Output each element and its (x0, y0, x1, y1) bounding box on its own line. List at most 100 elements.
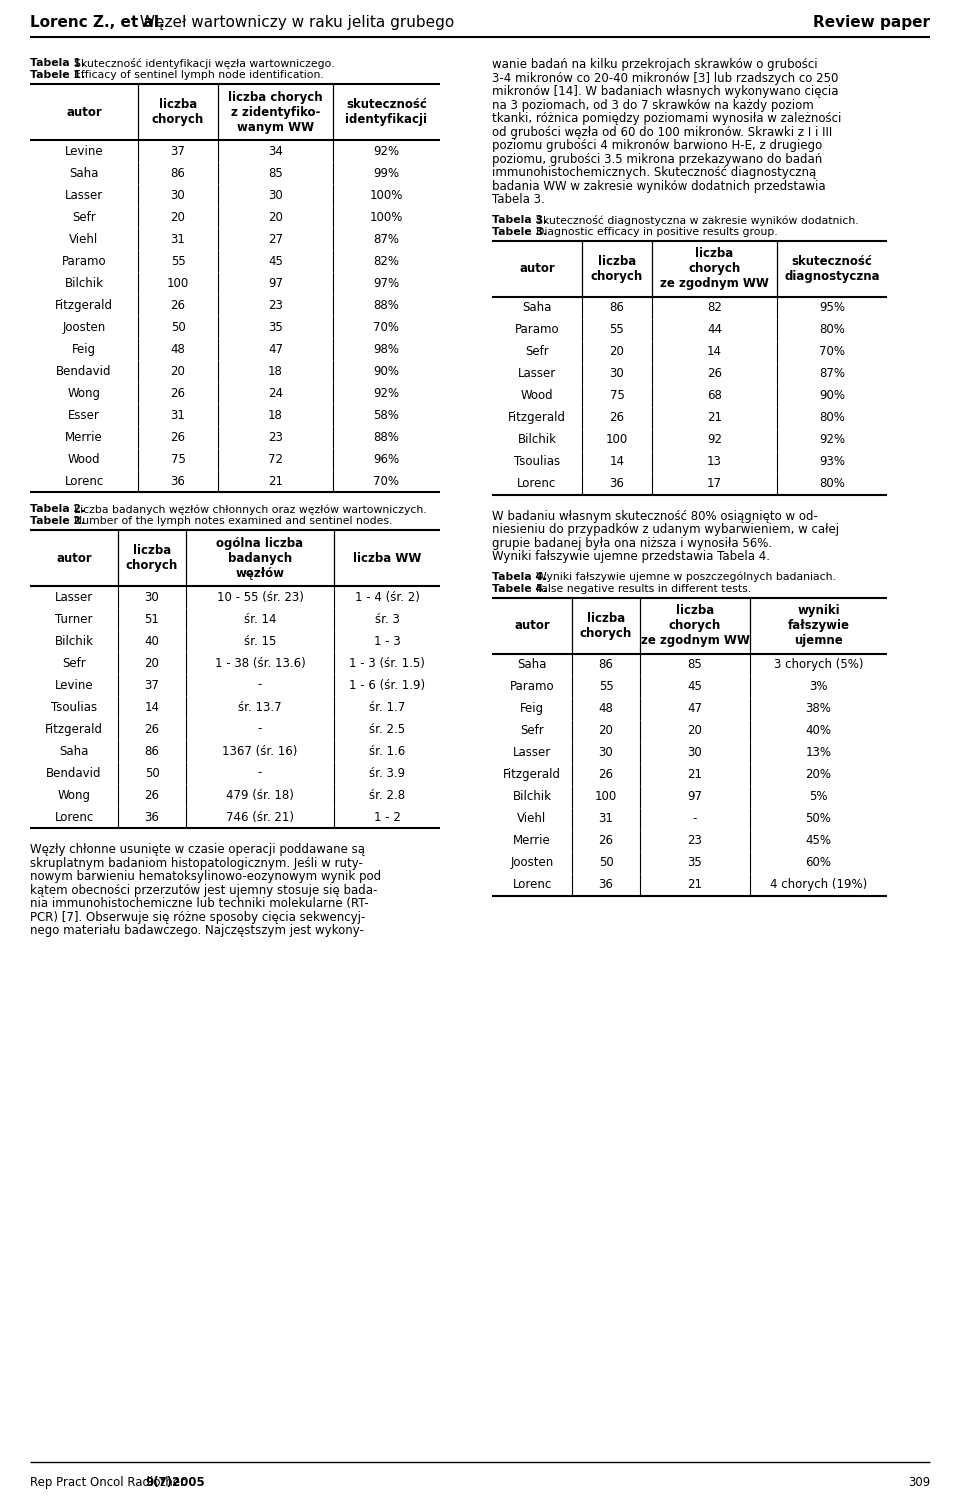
Text: Bendavid: Bendavid (57, 364, 111, 378)
Text: nowym barwieniu hematoksylinowo-eozynowym wynik pod: nowym barwieniu hematoksylinowo-eozynowy… (30, 869, 381, 883)
Text: 10 - 55 (śr. 23): 10 - 55 (śr. 23) (217, 591, 303, 604)
Text: Wong: Wong (67, 387, 101, 400)
Text: 26: 26 (707, 367, 722, 381)
Text: 309: 309 (908, 1477, 930, 1489)
Text: Viehl: Viehl (517, 812, 546, 824)
Text: 87%: 87% (373, 232, 399, 246)
Text: Feig: Feig (520, 702, 544, 715)
Text: Lasser: Lasser (55, 591, 93, 604)
Text: 20: 20 (599, 724, 613, 738)
Text: wyniki
fałszywie
ujemne: wyniki fałszywie ujemne (787, 604, 850, 648)
Text: -: - (693, 812, 697, 824)
Text: Viehl: Viehl (69, 232, 99, 246)
Text: 82%: 82% (373, 255, 399, 267)
Text: Skuteczność identyfikacji węzła wartowniczego.: Skuteczność identyfikacji węzła wartowni… (74, 58, 334, 69)
Text: 100%: 100% (370, 189, 403, 201)
Text: kątem obecności przerzutów jest ujemny stosuje się bada-: kątem obecności przerzutów jest ujemny s… (30, 883, 377, 896)
Text: liczba
chorych: liczba chorych (152, 97, 204, 126)
Text: 92%: 92% (819, 433, 845, 447)
Text: Wong: Wong (58, 788, 90, 802)
Text: 47: 47 (687, 702, 703, 715)
Text: Wyniki fałszywie ujemne przedstawia Tabela 4.: Wyniki fałszywie ujemne przedstawia Tabe… (492, 550, 770, 564)
Text: Efficacy of sentinel lymph node identification.: Efficacy of sentinel lymph node identifi… (74, 70, 324, 79)
Text: 88%: 88% (373, 298, 399, 312)
Text: 75: 75 (610, 390, 624, 402)
Text: Węzeł wartowniczy w raku jelita grubego: Węzeł wartowniczy w raku jelita grubego (135, 15, 454, 30)
Text: śr. 13.7: śr. 13.7 (238, 700, 282, 714)
Text: 95%: 95% (819, 301, 845, 313)
Text: Tabele 1.: Tabele 1. (30, 70, 85, 79)
Text: skuteczność
diagnostyczna: skuteczność diagnostyczna (784, 255, 879, 282)
Text: śr. 3: śr. 3 (374, 613, 399, 625)
Text: 1 - 38 (śr. 13.6): 1 - 38 (śr. 13.6) (215, 657, 305, 670)
Text: Tabele 3.: Tabele 3. (492, 226, 547, 237)
Text: wanie badań na kilku przekrojach skrawków o grubości: wanie badań na kilku przekrojach skrawkó… (492, 58, 818, 70)
Text: Lorenc Z., et al.: Lorenc Z., et al. (30, 15, 164, 30)
Text: 50%: 50% (805, 812, 831, 824)
Text: 26: 26 (171, 387, 185, 400)
Text: 30: 30 (145, 591, 159, 604)
Text: 30: 30 (599, 747, 613, 758)
Text: 55: 55 (610, 322, 624, 336)
Text: Diagnostic efficacy in positive results group.: Diagnostic efficacy in positive results … (536, 226, 778, 237)
Text: 97: 97 (268, 276, 283, 289)
Text: 1 - 3 (śr. 1.5): 1 - 3 (śr. 1.5) (349, 657, 425, 670)
Text: Esser: Esser (68, 409, 100, 421)
Text: liczba
chorych: liczba chorych (590, 255, 643, 282)
Text: 55: 55 (171, 255, 185, 267)
Text: mikronów [14]. W badaniach własnych wykonywano cięcia: mikronów [14]. W badaniach własnych wyko… (492, 85, 838, 97)
Text: 36: 36 (610, 477, 624, 490)
Text: od grubości węzła od 60 do 100 mikronów. Skrawki z I i III: od grubości węzła od 60 do 100 mikronów.… (492, 126, 832, 138)
Text: Fitzgerald: Fitzgerald (45, 723, 103, 736)
Text: śr. 2.8: śr. 2.8 (369, 788, 405, 802)
Text: 86: 86 (145, 745, 159, 757)
Text: 80%: 80% (819, 477, 845, 490)
Text: 60%: 60% (805, 856, 831, 869)
Text: 80%: 80% (819, 322, 845, 336)
Text: 90%: 90% (819, 390, 845, 402)
Text: 37: 37 (145, 679, 159, 691)
Text: Lorenc: Lorenc (517, 477, 557, 490)
Text: 88%: 88% (373, 430, 399, 444)
Text: Tabela 3.: Tabela 3. (492, 214, 547, 225)
Text: śr. 3.9: śr. 3.9 (369, 766, 405, 779)
Text: 1 - 3: 1 - 3 (373, 634, 400, 648)
Text: 50: 50 (145, 766, 159, 779)
Text: na 3 poziomach, od 3 do 7 skrawków na każdy poziom: na 3 poziomach, od 3 do 7 skrawków na ka… (492, 99, 814, 111)
Text: 21: 21 (687, 878, 703, 890)
Text: 20%: 20% (805, 767, 831, 781)
Text: 93%: 93% (819, 456, 845, 468)
Text: 13: 13 (708, 456, 722, 468)
Text: 70%: 70% (373, 321, 399, 333)
Text: nego materiału badawczego. Najczęstszym jest wykony-: nego materiału badawczego. Najczęstszym … (30, 923, 364, 937)
Text: ogólna liczba
badanych
węzłów: ogólna liczba badanych węzłów (216, 537, 303, 580)
Text: 3 chorych (5%): 3 chorych (5%) (774, 658, 863, 672)
Text: autor: autor (56, 552, 92, 565)
Text: 20: 20 (171, 364, 185, 378)
Text: Turner: Turner (56, 613, 93, 625)
Text: 26: 26 (171, 430, 185, 444)
Text: Lasser: Lasser (517, 367, 556, 381)
Text: 35: 35 (687, 856, 703, 869)
Text: 37: 37 (171, 144, 185, 157)
Text: śr. 1.6: śr. 1.6 (369, 745, 405, 757)
Text: 21: 21 (268, 475, 283, 487)
Text: Skuteczność diagnostyczna w zakresie wyników dodatnich.: Skuteczność diagnostyczna w zakresie wyn… (536, 214, 858, 225)
Text: 1367 (śr. 16): 1367 (śr. 16) (223, 745, 298, 757)
Text: 48: 48 (599, 702, 613, 715)
Text: Sefr: Sefr (520, 724, 544, 738)
Text: Paramo: Paramo (61, 255, 107, 267)
Text: 100: 100 (606, 433, 628, 447)
Text: False negative results in different tests.: False negative results in different test… (536, 583, 751, 594)
Text: 30: 30 (610, 367, 624, 381)
Text: Rep Pract Oncol Radiother: Rep Pract Oncol Radiother (30, 1477, 189, 1489)
Text: 99%: 99% (373, 166, 399, 180)
Text: 20: 20 (687, 724, 703, 738)
Text: Sefr: Sefr (525, 345, 549, 358)
Text: 70%: 70% (819, 345, 845, 358)
Text: 92%: 92% (373, 387, 399, 400)
Text: 3-4 mikronów co 20-40 mikronów [3] lub rzadszych co 250: 3-4 mikronów co 20-40 mikronów [3] lub r… (492, 72, 838, 84)
Text: Bilchik: Bilchik (55, 634, 93, 648)
Text: 9(7)2005: 9(7)2005 (145, 1477, 204, 1489)
Text: poziomu, grubości 3.5 mikrona przekazywano do badań: poziomu, grubości 3.5 mikrona przekazywa… (492, 153, 823, 165)
